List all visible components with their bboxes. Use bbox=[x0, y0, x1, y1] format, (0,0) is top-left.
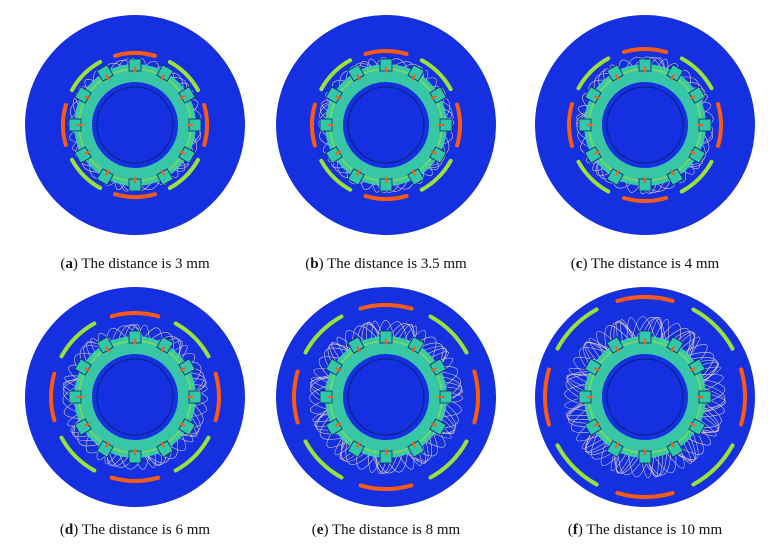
caption-c: (c) The distance is 4 mm bbox=[570, 256, 720, 272]
stator-ring bbox=[325, 64, 447, 186]
field-simulation-image-c bbox=[535, 15, 755, 235]
caption-a-letter: a bbox=[65, 256, 73, 272]
caption-f: (f) The distance is 10 mm bbox=[567, 522, 723, 538]
field-simulation-image-e bbox=[276, 287, 496, 507]
inner-bore bbox=[606, 86, 684, 164]
caption-e-letter: e bbox=[316, 522, 324, 538]
caption-b-text: The distance is 3.5 mm bbox=[327, 256, 467, 272]
caption-f-letter: f bbox=[572, 522, 578, 538]
stator-ring bbox=[74, 64, 196, 186]
caption-d-letter: d bbox=[64, 522, 74, 538]
stator-ring bbox=[74, 336, 196, 458]
caption-c-text: The distance is 4 mm bbox=[590, 256, 720, 272]
caption-d-text: The distance is 6 mm bbox=[81, 522, 211, 538]
magnet-arcs bbox=[60, 50, 210, 200]
caption-b: (b) The distance is 3.5 mm bbox=[305, 256, 467, 272]
stator-poles bbox=[68, 58, 202, 192]
stator-poles bbox=[68, 330, 202, 464]
caption-a: (a) The distance is 3 mm bbox=[60, 256, 210, 272]
inner-bore bbox=[96, 358, 174, 436]
magnet-arcs bbox=[49, 311, 221, 483]
field-simulation-image-b bbox=[276, 15, 496, 235]
stator-ring bbox=[584, 64, 706, 186]
caption-e: (e) The distance is 8 mm bbox=[311, 522, 461, 538]
magnet-arcs bbox=[567, 47, 723, 203]
stator-poles bbox=[319, 330, 453, 464]
field-simulation-image-a bbox=[25, 15, 245, 235]
magnet-arcs bbox=[292, 303, 480, 491]
stator-poles bbox=[319, 58, 453, 192]
inner-bore bbox=[606, 358, 684, 436]
caption-b-letter: b bbox=[310, 256, 319, 272]
stator-ring bbox=[325, 336, 447, 458]
field-simulation-image-d bbox=[25, 287, 245, 507]
magnet-arcs bbox=[310, 49, 462, 201]
caption-d: (d) The distance is 6 mm bbox=[59, 522, 211, 538]
caption-f-text: The distance is 10 mm bbox=[586, 522, 723, 538]
inner-bore bbox=[347, 86, 425, 164]
stator-poles bbox=[578, 58, 712, 192]
magnet-arcs bbox=[543, 295, 747, 499]
caption-a-text: The distance is 3 mm bbox=[81, 256, 210, 272]
inner-bore bbox=[96, 86, 174, 164]
caption-e-text: The distance is 8 mm bbox=[331, 522, 461, 538]
field-simulation-image-f bbox=[535, 287, 755, 507]
caption-c-letter: c bbox=[575, 256, 583, 272]
stator-poles bbox=[578, 330, 712, 464]
stator-ring bbox=[584, 336, 706, 458]
inner-bore bbox=[347, 358, 425, 436]
